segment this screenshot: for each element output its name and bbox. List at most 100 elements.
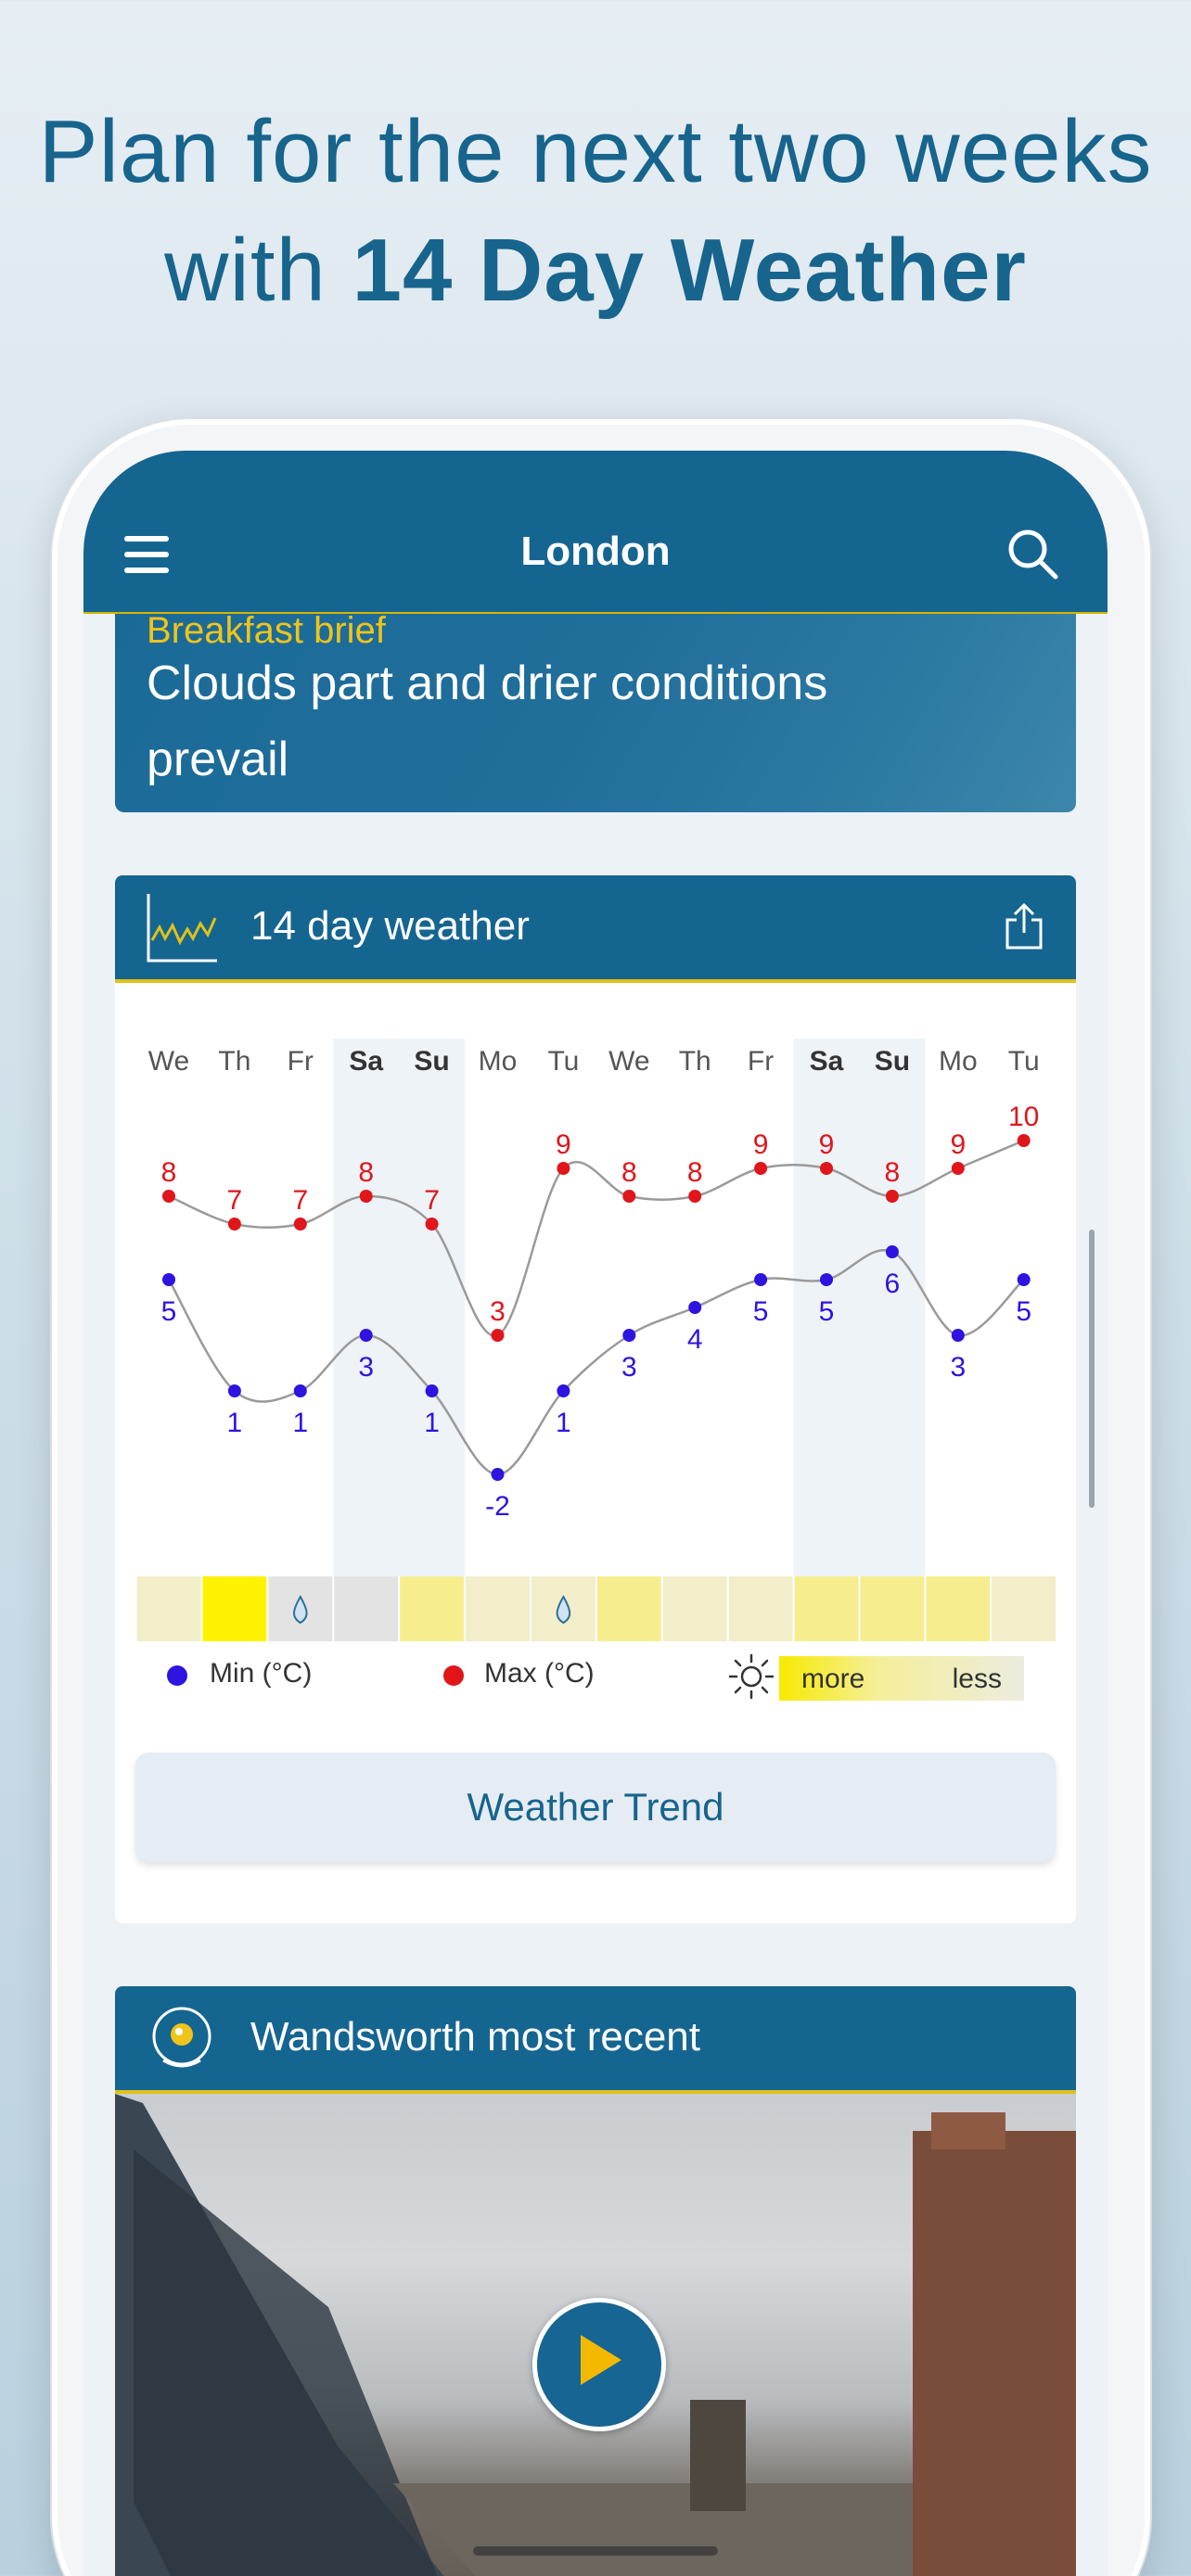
min-temp-point	[162, 1273, 175, 1286]
min-temp-label: 1	[227, 1408, 243, 1438]
min-temp-label: 3	[950, 1352, 966, 1383]
weekend-shade	[859, 1039, 926, 1576]
sunshine-cell	[992, 1576, 1057, 1641]
hamburger-menu-icon[interactable]	[124, 536, 169, 573]
day-label: Th	[218, 1046, 250, 1077]
day-label: Sa	[349, 1046, 383, 1077]
weekend-shade	[399, 1039, 466, 1576]
max-temp-point	[227, 1218, 241, 1231]
min-temp-point	[557, 1384, 570, 1397]
sunshine-more-label: more	[801, 1664, 865, 1694]
play-button[interactable]	[532, 2298, 666, 2431]
day-label: Fr	[748, 1046, 774, 1077]
forecast-card: 14 day weather We Th Fr Sa Su Mo Tu We Th Fr Sa Su M…	[115, 875, 1076, 1923]
weekend-shade	[333, 1039, 400, 1576]
forecast-chart: We Th Fr Sa Su Mo Tu We Th Fr Sa Su Mo Tu 8 7 7 8 7 3 9 8 8 9 9 8…	[115, 983, 1076, 1641]
max-temp-label: 9	[556, 1129, 571, 1160]
max-temp-point	[688, 1190, 702, 1203]
sunshine-cell	[728, 1576, 793, 1641]
max-temp-point	[491, 1329, 505, 1342]
max-temp-point	[622, 1190, 636, 1203]
promo-line-1: Plan for the next two weeks	[38, 102, 1153, 201]
day-label: We	[608, 1046, 649, 1077]
story-headline: Clouds part and drier conditions prevail	[147, 657, 828, 786]
max-temp-label: 7	[227, 1185, 243, 1216]
min-temp-point	[491, 1468, 505, 1481]
max-temp-label: 7	[424, 1185, 440, 1216]
day-label: Su	[875, 1046, 910, 1077]
max-temp-point	[359, 1190, 373, 1203]
max-temp-point	[425, 1218, 439, 1231]
promo-line-2-prefix: with	[164, 221, 327, 320]
day-label: Th	[679, 1046, 711, 1077]
webcam-card-title: Wandsworth most recent	[250, 2014, 700, 2060]
max-temp-label: 8	[687, 1157, 703, 1188]
max-temp-label: 9	[753, 1129, 769, 1160]
min-legend-dot	[167, 1665, 187, 1686]
app-screen: Breakfast brief Clouds part and drier co…	[83, 451, 1108, 2576]
min-temp-label: 6	[885, 1269, 901, 1299]
sunshine-cell	[926, 1576, 991, 1641]
webcam-icon	[152, 2007, 211, 2068]
sunshine-cell	[202, 1576, 267, 1641]
min-temp-point	[1017, 1273, 1031, 1286]
sunshine-cell	[662, 1576, 727, 1641]
forecast-card-title: 14 day weather	[250, 903, 530, 949]
search-icon[interactable]	[1004, 525, 1063, 584]
webcam-card-header: Wandsworth most recent	[115, 1986, 1076, 2094]
min-temp-point	[885, 1245, 899, 1258]
weather-trend-button[interactable]: Weather Trend	[135, 1753, 1056, 1862]
max-temp-label: 10	[1008, 1102, 1039, 1132]
promo-line-2-bold: 14 Day Weather	[352, 221, 1027, 320]
sunshine-cell	[334, 1576, 399, 1641]
min-temp-point	[688, 1301, 702, 1314]
max-temp-point	[885, 1190, 899, 1203]
sun-icon	[728, 1653, 775, 1700]
min-temp-label: -2	[485, 1491, 510, 1522]
min-legend-label: Min (°C)	[210, 1658, 313, 1689]
webcam-image[interactable]	[115, 2094, 1076, 2576]
min-temp-label: 5	[161, 1296, 177, 1327]
max-legend-label: Max (°C)	[484, 1658, 595, 1689]
day-label: Sa	[810, 1046, 844, 1077]
weekend-shade	[793, 1039, 860, 1576]
max-temp-label: 8	[621, 1157, 637, 1188]
min-temp-label: 1	[556, 1408, 571, 1438]
play-icon	[581, 2335, 621, 2385]
max-temp-point	[951, 1162, 965, 1175]
forecast-chart-svg: We Th Fr Sa Su Mo Tu We Th Fr Sa Su Mo Tu 8 7 7 8 7 3 9 8 8 9 9 8…	[136, 1039, 1057, 1641]
app-bar: London	[83, 451, 1108, 614]
chart-icon	[147, 894, 217, 963]
rain-drop-icon	[556, 1594, 571, 1625]
sunshine-cell	[596, 1576, 661, 1641]
day-label: Tu	[1008, 1046, 1040, 1077]
min-temp-point	[293, 1384, 307, 1397]
min-temp-point	[951, 1329, 965, 1342]
min-temp-label: 5	[753, 1296, 769, 1327]
sunshine-cell	[794, 1576, 859, 1641]
min-temp-label: 1	[424, 1408, 440, 1438]
scrollbar[interactable]	[1089, 1230, 1095, 1508]
min-temp-label: 3	[621, 1352, 637, 1383]
max-temp-label: 3	[490, 1296, 506, 1327]
min-temp-point	[622, 1329, 636, 1342]
min-temp-point	[359, 1329, 373, 1342]
rain-drop-icon	[293, 1594, 308, 1625]
day-label: Mo	[479, 1046, 518, 1077]
promo-line-2: with 14 Day Weather	[0, 211, 1191, 330]
max-temp-label: 7	[292, 1185, 308, 1216]
max-temp-point	[754, 1162, 768, 1175]
day-label: Fr	[288, 1046, 314, 1077]
share-icon[interactable]	[1004, 901, 1044, 951]
sunshine-less-label: less	[952, 1664, 1002, 1694]
forecast-card-header: 14 day weather	[115, 875, 1076, 983]
min-temp-label: 5	[1016, 1296, 1031, 1327]
max-temp-point	[820, 1162, 833, 1175]
min-temp-point	[820, 1273, 833, 1286]
min-temp-point	[754, 1273, 768, 1286]
chart-legend: Min (°C) Max (°C) more less	[115, 1645, 1076, 1701]
webcam-card: Wandsworth most recent	[115, 1986, 1076, 2576]
day-label: Su	[414, 1046, 449, 1077]
min-temp-label: 5	[819, 1296, 835, 1327]
max-temp-label: 9	[819, 1129, 835, 1160]
